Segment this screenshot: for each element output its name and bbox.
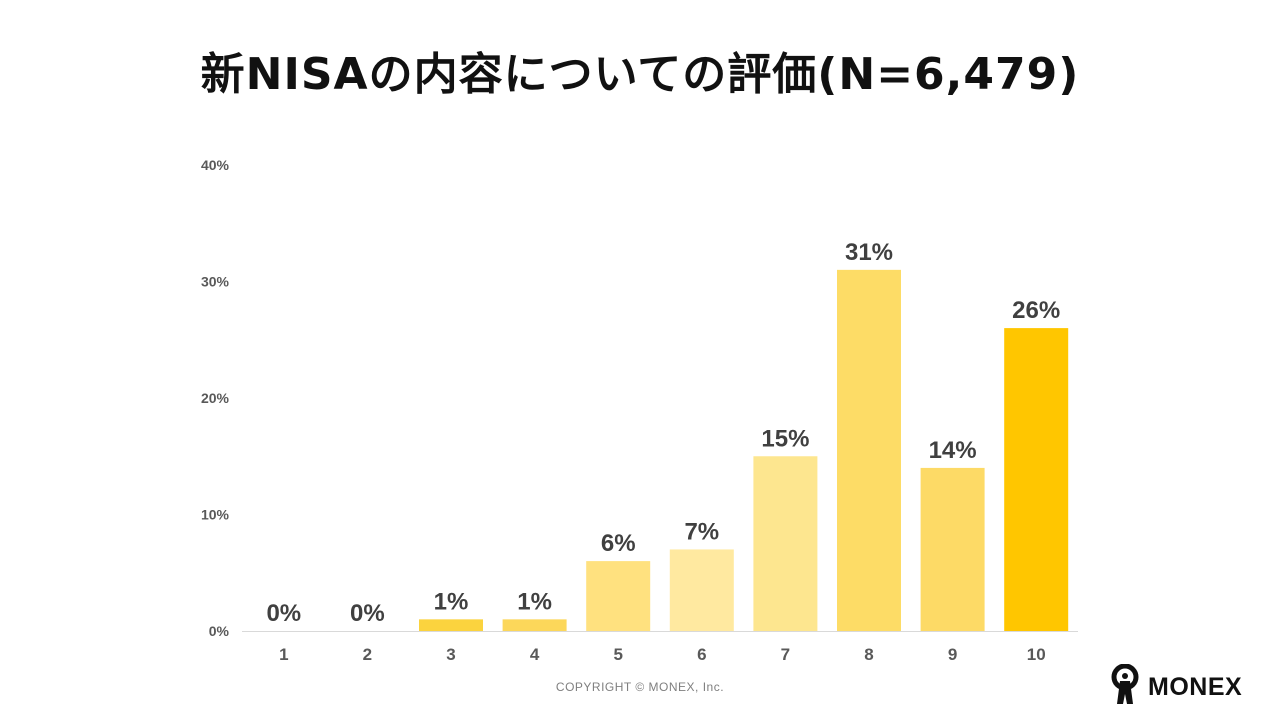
x-tick-label-1: 1	[279, 645, 288, 664]
bar-10	[1004, 328, 1069, 631]
page-title: 新NISAの内容についての評価(N=6,479)	[200, 49, 1080, 100]
x-tick-label-3: 3	[446, 645, 455, 664]
y-tick-label: 30%	[201, 274, 230, 290]
x-tick-label-7: 7	[781, 645, 790, 664]
bar-3	[419, 619, 483, 631]
y-tick-label: 40%	[201, 157, 230, 173]
monex-logo: MONEX	[1108, 663, 1243, 710]
data-label-6: 7%	[684, 518, 719, 545]
y-tick-label: 10%	[201, 507, 230, 523]
bar-4	[502, 619, 567, 631]
data-label-5: 6%	[601, 530, 636, 557]
x-tick-label-4: 4	[530, 645, 540, 664]
x-tick-label-2: 2	[363, 645, 372, 664]
y-tick-label: 0%	[209, 623, 230, 639]
x-tick-label-8: 8	[864, 645, 873, 664]
bar-8	[837, 269, 901, 631]
bar-5	[586, 561, 651, 631]
bar-9	[920, 467, 985, 631]
data-label-3: 1%	[434, 588, 469, 615]
bar-6	[669, 549, 734, 631]
monex-logo-text: MONEX	[1148, 672, 1243, 701]
y-tick-label: 20%	[201, 390, 230, 406]
data-label-1: 0%	[266, 600, 301, 627]
data-label-10: 26%	[1012, 297, 1060, 324]
data-label-4: 1%	[517, 588, 552, 615]
monex-logo-icon	[1108, 663, 1142, 710]
data-label-9: 14%	[929, 437, 977, 464]
x-tick-label-10: 10	[1027, 645, 1046, 664]
copyright-text: COPYRIGHT © MONEX, Inc.	[555, 680, 725, 694]
data-label-8: 31%	[845, 239, 893, 266]
x-tick-label-5: 5	[613, 645, 622, 664]
data-label-7: 15%	[761, 425, 809, 452]
x-tick-label-6: 6	[697, 645, 706, 664]
data-label-2: 0%	[350, 600, 385, 627]
bar-7	[753, 456, 818, 631]
x-tick-label-9: 9	[948, 645, 957, 664]
